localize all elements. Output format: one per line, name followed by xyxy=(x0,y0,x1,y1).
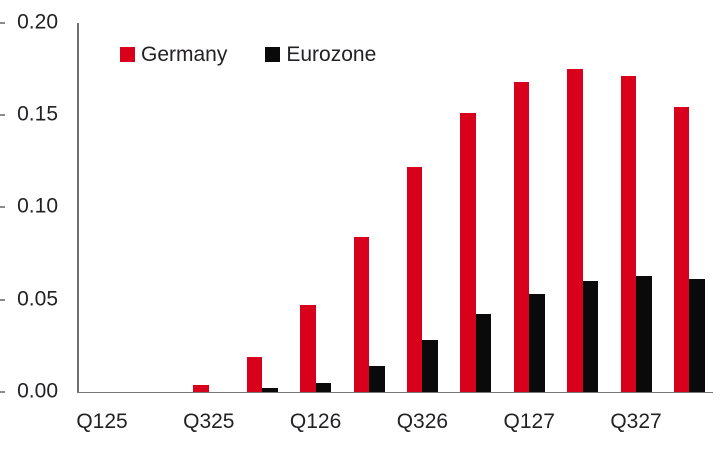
y-tick-label-0.05: 0.05 xyxy=(17,287,58,311)
bar-germany-Q426 xyxy=(460,113,476,392)
x-axis xyxy=(77,391,713,393)
y-axis xyxy=(77,22,79,392)
y-tick-label-0.00: 0.00 xyxy=(17,379,58,403)
bar-eurozone-Q126 xyxy=(315,382,332,392)
y-edge-tick xyxy=(0,298,5,301)
x-tick-label-Q127: Q127 xyxy=(503,410,555,433)
chart-legend: Germany Eurozone xyxy=(120,44,376,65)
bar-germany-Q425 xyxy=(246,356,263,392)
y-tick-label-0.10: 0.10 xyxy=(17,194,58,218)
legend-item-eurozone: Eurozone xyxy=(265,44,376,65)
bar-eurozone-Q227 xyxy=(582,281,599,392)
legend-label-eurozone: Eurozone xyxy=(286,43,377,66)
bar-germany-Q226 xyxy=(353,236,369,392)
bar-eurozone-Q425 xyxy=(262,388,278,392)
y-edge-tick xyxy=(0,21,5,24)
x-tick-label-Q126: Q126 xyxy=(289,410,342,433)
x-tick-label-Q327: Q327 xyxy=(610,410,662,433)
legend-item-germany: Germany xyxy=(120,44,227,65)
bar-germany-Q126 xyxy=(300,305,316,392)
bar-eurozone-Q326 xyxy=(422,340,438,392)
x-tick-label-Q326: Q326 xyxy=(396,410,449,433)
x-tick-label-Q125: Q125 xyxy=(76,410,128,433)
y-edge-tick xyxy=(0,113,5,116)
bar-eurozone-Q327 xyxy=(636,275,652,392)
y-edge-tick xyxy=(0,206,5,209)
bar-eurozone-Q127 xyxy=(529,294,545,392)
bar-eurozone-Q226 xyxy=(369,366,385,392)
bar-germany-Q427 xyxy=(673,107,690,392)
bar-germany-Q326 xyxy=(406,166,423,392)
bar-germany-Q327 xyxy=(620,76,636,392)
bar-germany-Q127 xyxy=(513,81,530,392)
eurozone-swatch-icon xyxy=(265,47,281,62)
y-tick-label-0.20: 0.20 xyxy=(17,10,58,34)
bar-eurozone-Q427 xyxy=(689,279,705,392)
x-tick-label-Q325: Q325 xyxy=(183,410,235,433)
bar-eurozone-Q426 xyxy=(475,314,492,392)
legend-label-germany: Germany xyxy=(141,43,228,66)
germany-swatch-icon xyxy=(120,47,135,62)
y-edge-tick xyxy=(0,391,5,393)
bar-germany-Q325 xyxy=(193,384,209,392)
bar-germany-Q227 xyxy=(567,68,583,392)
y-tick-label-0.15: 0.15 xyxy=(17,102,58,126)
